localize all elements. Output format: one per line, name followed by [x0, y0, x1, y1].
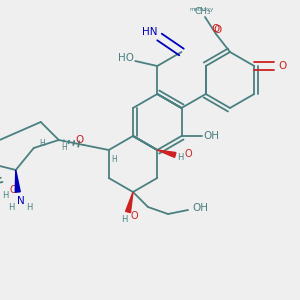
- Text: O: O: [10, 185, 18, 195]
- Text: O: O: [130, 211, 138, 221]
- Text: O: O: [214, 25, 222, 35]
- Text: O: O: [76, 135, 84, 145]
- Text: H: H: [111, 155, 117, 164]
- Text: O: O: [278, 61, 286, 71]
- Polygon shape: [157, 150, 176, 158]
- Text: O: O: [184, 149, 192, 159]
- Text: H: H: [61, 143, 67, 152]
- Text: H: H: [3, 190, 9, 200]
- Text: H: H: [121, 215, 127, 224]
- Text: H: H: [39, 139, 45, 148]
- Text: N: N: [17, 196, 25, 206]
- Text: H: H: [27, 202, 33, 211]
- Polygon shape: [126, 192, 133, 213]
- Text: CH₃: CH₃: [195, 7, 211, 16]
- Text: OH: OH: [192, 203, 208, 213]
- Text: H: H: [177, 154, 183, 163]
- Text: O: O: [212, 24, 220, 34]
- Polygon shape: [15, 170, 20, 192]
- Text: OH: OH: [203, 131, 220, 141]
- Text: H: H: [9, 202, 15, 211]
- Text: HO: HO: [118, 53, 134, 63]
- Text: HN: HN: [142, 27, 157, 37]
- Text: methoxy: methoxy: [190, 7, 214, 11]
